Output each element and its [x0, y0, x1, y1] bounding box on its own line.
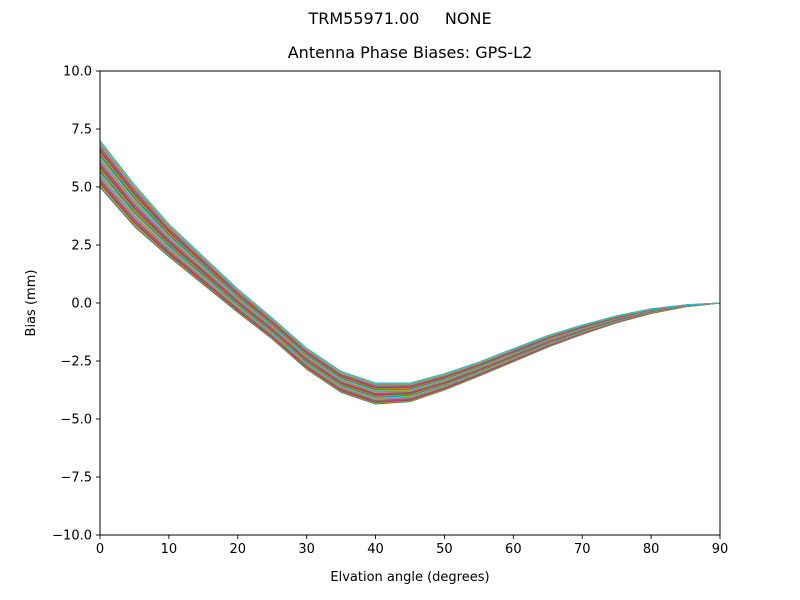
series-line	[99, 173, 721, 399]
series-line	[99, 170, 721, 398]
x-tick-label: 30	[298, 542, 315, 557]
y-tick-label: −10.0	[52, 529, 92, 544]
x-tick-label: 40	[367, 542, 384, 557]
series-line	[99, 175, 721, 400]
series-line	[99, 167, 721, 396]
y-tick-label: 10.0	[63, 65, 92, 80]
x-tick-label: 0	[96, 542, 104, 557]
figure-title: TRM55971.00 NONE	[308, 9, 492, 28]
plot-border	[99, 70, 721, 536]
series-line	[99, 185, 721, 404]
series-line	[99, 180, 721, 402]
series-line	[99, 162, 721, 394]
x-axis-label: Elvation angle (degrees)	[330, 570, 489, 585]
series-line	[99, 183, 721, 404]
series-line	[99, 161, 721, 393]
series-line	[99, 165, 721, 396]
y-tick-label: 7.5	[71, 123, 92, 138]
y-tick-label: −7.5	[60, 471, 92, 486]
y-axis-label: Bias (mm)	[24, 270, 39, 337]
series-line	[99, 177, 721, 401]
chart-title: Antenna Phase Biases: GPS-L2	[287, 43, 533, 62]
y-tick-label: −5.0	[60, 413, 92, 428]
series-line	[99, 140, 721, 384]
y-tick-label: 5.0	[71, 181, 92, 196]
x-tick-label: 60	[505, 542, 522, 557]
x-tick-label: 20	[230, 542, 247, 557]
series-line	[99, 186, 721, 405]
x-tick-label: 90	[712, 542, 729, 557]
series-line	[99, 178, 721, 401]
x-tick-label: 80	[643, 542, 660, 557]
x-tick-label: 70	[574, 542, 591, 557]
series-line	[99, 172, 721, 399]
x-tick-label: 50	[436, 542, 453, 557]
x-tick-label: 10	[161, 542, 178, 557]
series-line	[99, 181, 721, 403]
y-tick-label: −2.5	[60, 355, 92, 370]
series-line	[99, 169, 721, 397]
y-tick-label: 2.5	[71, 239, 92, 254]
series-line	[99, 164, 721, 395]
y-tick-label: 0.0	[71, 297, 92, 312]
